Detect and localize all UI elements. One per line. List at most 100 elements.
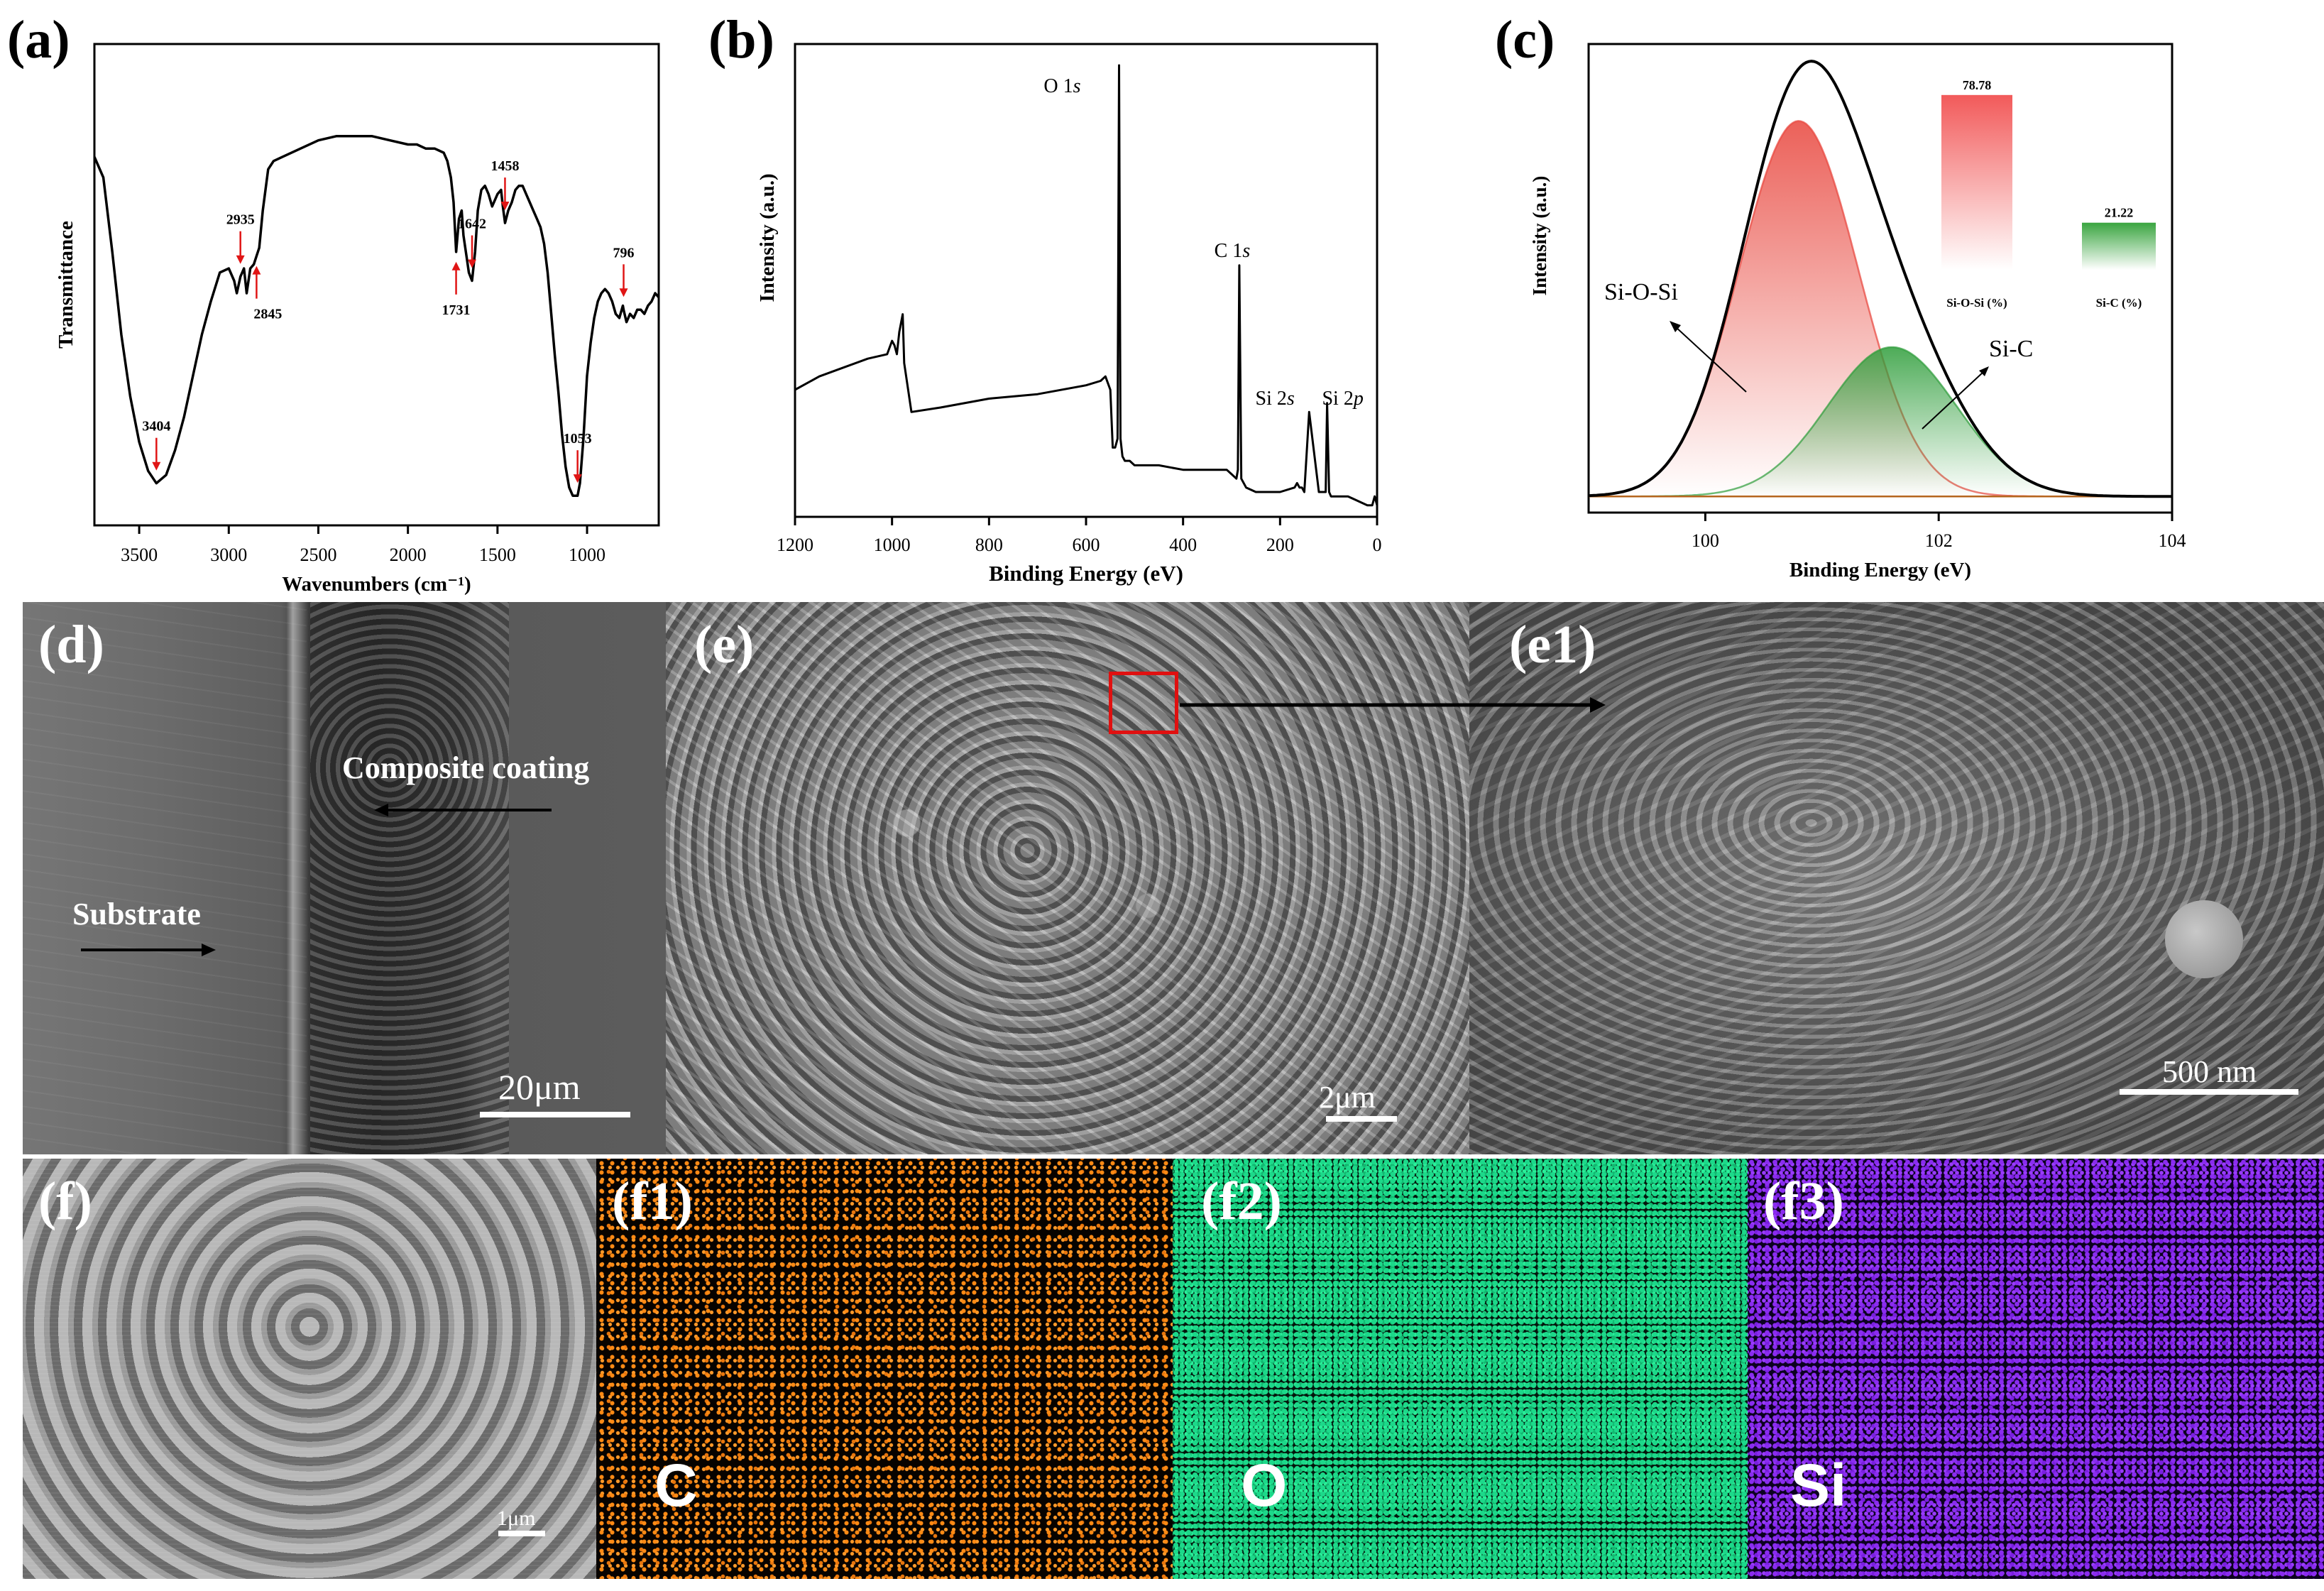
annotation-arrowhead	[451, 261, 461, 270]
y-axis-label: Transmittance	[55, 221, 77, 349]
panel-b: (b) 1200 1000 800 600 400 200 0 Binding Energy …	[703, 0, 1413, 596]
inset-category-label: Si-O-Si (%)	[1946, 296, 2007, 310]
scale-text-d: 20μm	[498, 1067, 581, 1107]
x-tick-label: 3000	[210, 545, 247, 565]
peak-pointer-si-o-si	[1675, 326, 1747, 393]
x-tick-label: 104	[2159, 530, 2186, 551]
element-label-o: O	[1241, 1452, 1288, 1519]
panel-e1-sem-image: (e1) 500 nm	[1469, 602, 2324, 1154]
x-tick-label: 102	[1925, 530, 1953, 551]
peak-fill-si-c	[1589, 347, 2172, 497]
inset-bar	[1941, 94, 2012, 270]
panel-f1-eds-map: (f1) C	[596, 1159, 1173, 1579]
panel-c: (c) 100 102 104 Binding Energy (eV) Intensit…	[1484, 0, 2324, 596]
plot-frame	[794, 43, 1378, 518]
peak-label: C 1s	[1215, 240, 1251, 262]
peak-label: O 1s	[1043, 75, 1080, 97]
panel-e1-label: (e1)	[1509, 615, 1596, 674]
ftir-line	[93, 135, 660, 497]
annotation-arrowhead	[236, 255, 245, 264]
ftir-chart: 3500 3000 2500 2000 1500 1000 Wavenumbers (cm⁻…	[55, 43, 660, 596]
x-tick-label: 1500	[479, 545, 516, 565]
panel-c-label: (c)	[1495, 10, 1555, 70]
substrate-label: Substrate	[72, 897, 201, 931]
coating-arrow	[81, 804, 552, 956]
x-tick-label: 400	[1169, 535, 1197, 555]
annotation-arrowhead	[619, 288, 628, 297]
x-axis-label: Binding Energy (eV)	[989, 561, 1183, 586]
inset-value-label: 78.78	[1963, 78, 1992, 92]
x-tick-label: 1000	[569, 545, 605, 565]
peak-label-si-c: Si-C	[1989, 336, 2033, 362]
inset-category-label: Si-C (%)	[2096, 296, 2142, 310]
x-tick-label: 1000	[874, 535, 911, 555]
plot-frame	[1587, 43, 2174, 514]
x-tick-label: 600	[1073, 535, 1100, 555]
annotation-label: 796	[613, 245, 635, 261]
x-tick-label: 800	[975, 535, 1003, 555]
scale-text-e1: 500 nm	[2162, 1054, 2257, 1089]
inset-value-label: 21.22	[2105, 206, 2134, 220]
peak-pointer-si-c	[1922, 371, 1984, 430]
x-tick-label: 200	[1266, 535, 1294, 555]
annotation-arrowhead	[573, 474, 582, 483]
inset-bar	[2082, 222, 2156, 270]
panel-e-sem-image: (e) 2μm	[666, 602, 1469, 1154]
x-tick-label: 3500	[121, 545, 158, 565]
annotation-label: 1053	[564, 431, 592, 447]
panel-f3-eds-map: (f3) Si	[1748, 1159, 2324, 1579]
substrate-streaks	[23, 602, 307, 1154]
panel-a: (a) 3500 3000 2500 2000 1500 1000 Wavenumbers …	[0, 0, 681, 596]
annotation-label: 2935	[226, 212, 255, 228]
xps-survey-line	[794, 64, 1378, 507]
particle	[2165, 900, 2243, 978]
panel-f2-eds-map: (f2) O	[1173, 1159, 1748, 1579]
panel-d-sem-image: (d) Composite coating Substrate 20μm	[23, 602, 666, 1154]
panel-f1-label: (f1)	[612, 1171, 693, 1231]
annotation-label: 1458	[490, 158, 519, 174]
scale-bar-f	[498, 1531, 545, 1536]
x-tick-label: 100	[1692, 530, 1719, 551]
annotation-label: 2845	[253, 307, 282, 322]
envelope-line	[1588, 60, 2172, 498]
peak-label-si-o-si: Si-O-Si	[1604, 279, 1678, 305]
y-axis-label: Intensity (a.u.)	[1529, 176, 1550, 296]
annotation-arrowhead	[500, 202, 510, 211]
x-tick-label: 2000	[390, 545, 427, 565]
panel-b-label: (b)	[708, 10, 774, 70]
x-tick-label: 2500	[300, 545, 336, 565]
annotation-label: 1731	[442, 302, 471, 318]
zoom-region-box	[1109, 672, 1178, 734]
peak-label: Si 2s	[1256, 388, 1295, 410]
nanosheet-texture	[1469, 602, 2324, 1154]
scale-text-f: 1μm	[497, 1507, 536, 1530]
annotation-arrowhead	[468, 259, 477, 268]
x-tick-label: 1200	[777, 535, 813, 555]
annotation-label: 1642	[458, 217, 486, 232]
peak-label: Si 2p	[1322, 388, 1363, 410]
annotation-label: 3404	[142, 419, 170, 434]
x-tick-label: 0	[1373, 535, 1382, 555]
composite-coating-region	[310, 602, 509, 1154]
y-axis-label: Intensity (a.u.)	[756, 173, 779, 302]
element-label-c: C	[654, 1452, 698, 1519]
panel-f2-label: (f2)	[1201, 1171, 1282, 1231]
panel-f-label: (f)	[38, 1171, 92, 1231]
peak-fill-si-o-si	[1589, 121, 2172, 497]
panel-a-label: (a)	[7, 10, 70, 70]
panel-f-sem-image: (f) 1μm	[23, 1159, 596, 1579]
scale-bar-e1	[2120, 1089, 2298, 1095]
plot-frame	[93, 43, 660, 527]
scale-bar-e	[1326, 1116, 1397, 1122]
surface-texture	[666, 602, 1469, 1154]
element-label-si: Si	[1790, 1452, 1847, 1519]
peak-pointer-head-si-c	[1979, 366, 1989, 376]
si2p-fit-chart: 100 102 104 Binding Energy (eV) Intensity (a…	[1529, 43, 2186, 581]
panel-f3-label: (f3)	[1763, 1171, 1844, 1231]
peak-pointer-head-si-o-si	[1670, 321, 1681, 332]
xps-survey-chart: 1200 1000 800 600 400 200 0 Binding Energy (eV)…	[756, 43, 1382, 586]
annotation-arrowhead	[152, 461, 161, 471]
annotation-arrowhead	[252, 266, 261, 275]
panel-d-label: (d)	[38, 615, 104, 674]
scale-bar-d	[480, 1112, 630, 1117]
